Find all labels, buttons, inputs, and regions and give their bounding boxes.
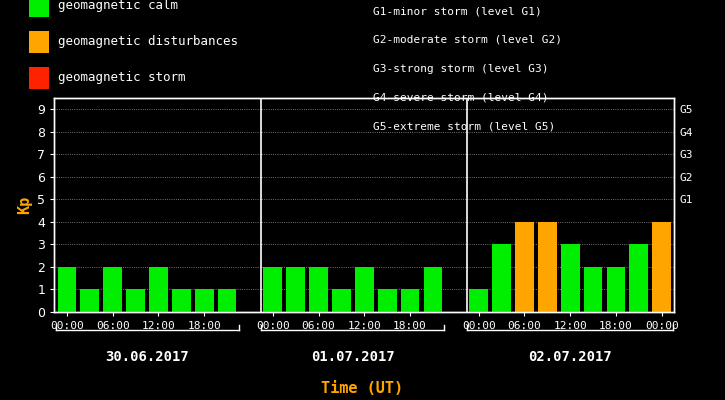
Bar — [57, 267, 76, 312]
Bar — [584, 267, 602, 312]
Bar — [378, 290, 397, 312]
Bar — [401, 290, 420, 312]
Bar — [515, 222, 534, 312]
Bar — [263, 267, 282, 312]
Text: Time (UT): Time (UT) — [321, 381, 404, 396]
Text: G1-minor storm (level G1): G1-minor storm (level G1) — [373, 6, 542, 16]
Bar — [332, 290, 351, 312]
Y-axis label: Kp: Kp — [17, 196, 32, 214]
Text: 01.07.2017: 01.07.2017 — [311, 350, 394, 364]
Bar — [286, 267, 305, 312]
Bar — [423, 267, 442, 312]
Text: geomagnetic storm: geomagnetic storm — [58, 72, 186, 84]
Bar — [492, 244, 511, 312]
Bar — [195, 290, 214, 312]
Bar — [149, 267, 167, 312]
Bar — [355, 267, 373, 312]
Bar — [126, 290, 145, 312]
Text: 02.07.2017: 02.07.2017 — [529, 350, 612, 364]
Text: 30.06.2017: 30.06.2017 — [105, 350, 189, 364]
Text: G5-extreme storm (level G5): G5-extreme storm (level G5) — [373, 121, 555, 131]
Bar — [309, 267, 328, 312]
Bar — [561, 244, 579, 312]
Bar — [629, 244, 648, 312]
Bar — [218, 290, 236, 312]
Bar — [469, 290, 488, 312]
Text: G3-strong storm (level G3): G3-strong storm (level G3) — [373, 64, 549, 74]
Bar — [104, 267, 122, 312]
Text: geomagnetic calm: geomagnetic calm — [58, 0, 178, 12]
Bar — [538, 222, 557, 312]
Text: G4-severe storm (level G4): G4-severe storm (level G4) — [373, 92, 549, 102]
Bar — [172, 290, 191, 312]
Text: G2-moderate storm (level G2): G2-moderate storm (level G2) — [373, 35, 563, 45]
Text: geomagnetic disturbances: geomagnetic disturbances — [58, 36, 238, 48]
Bar — [652, 222, 671, 312]
Bar — [607, 267, 625, 312]
Bar — [80, 290, 99, 312]
